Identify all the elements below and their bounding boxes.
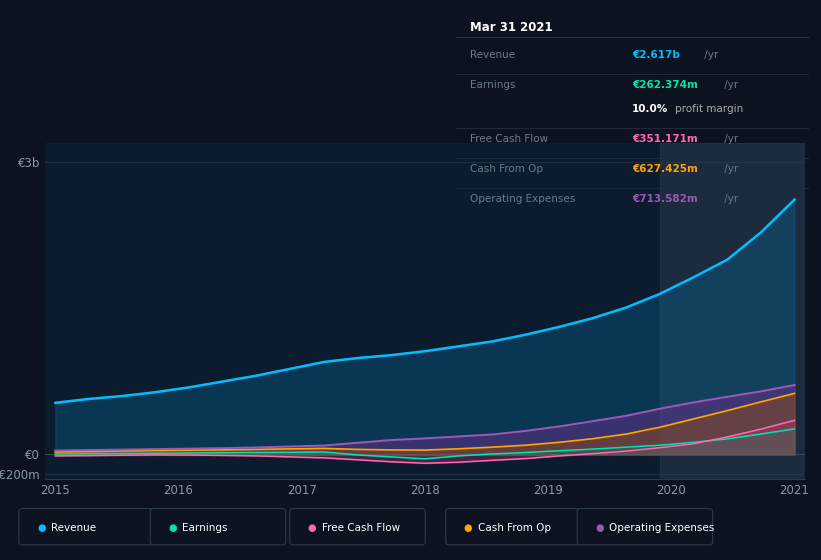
Text: Operating Expenses: Operating Expenses bbox=[609, 522, 714, 533]
Text: €351.171m: €351.171m bbox=[632, 134, 698, 144]
Text: /yr: /yr bbox=[721, 80, 738, 90]
Text: Free Cash Flow: Free Cash Flow bbox=[322, 522, 400, 533]
Text: ●: ● bbox=[464, 522, 472, 533]
Text: Operating Expenses: Operating Expenses bbox=[470, 194, 575, 204]
Text: Cash From Op: Cash From Op bbox=[470, 164, 543, 174]
Text: €262.374m: €262.374m bbox=[632, 80, 698, 90]
Text: /yr: /yr bbox=[721, 194, 738, 204]
Text: 10.0%: 10.0% bbox=[632, 104, 668, 114]
Text: Earnings: Earnings bbox=[182, 522, 227, 533]
Text: ●: ● bbox=[308, 522, 316, 533]
Text: €2.617b: €2.617b bbox=[632, 50, 680, 60]
Text: Free Cash Flow: Free Cash Flow bbox=[470, 134, 548, 144]
Text: Cash From Op: Cash From Op bbox=[478, 522, 551, 533]
Text: Revenue: Revenue bbox=[51, 522, 96, 533]
Text: Revenue: Revenue bbox=[470, 50, 515, 60]
Text: ●: ● bbox=[595, 522, 603, 533]
Text: Mar 31 2021: Mar 31 2021 bbox=[470, 21, 553, 34]
Text: Earnings: Earnings bbox=[470, 80, 516, 90]
Bar bbox=[660, 143, 811, 479]
Text: /yr: /yr bbox=[701, 50, 718, 60]
Text: €713.582m: €713.582m bbox=[632, 194, 698, 204]
Text: ●: ● bbox=[168, 522, 177, 533]
Text: /yr: /yr bbox=[721, 164, 738, 174]
Text: profit margin: profit margin bbox=[675, 104, 743, 114]
Text: €627.425m: €627.425m bbox=[632, 164, 698, 174]
Text: ●: ● bbox=[37, 522, 45, 533]
Text: /yr: /yr bbox=[721, 134, 738, 144]
